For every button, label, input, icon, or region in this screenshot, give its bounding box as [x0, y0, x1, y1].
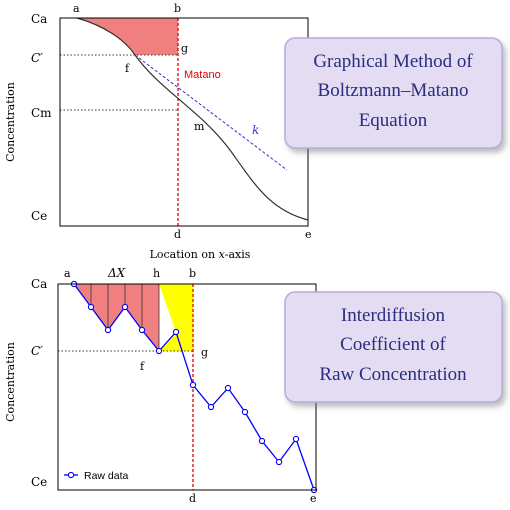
bottom-point-d: d	[189, 492, 196, 505]
top-tick-ca: Ca	[31, 12, 47, 26]
top-point-m: m	[194, 120, 205, 133]
top-tick-cm: Cm	[31, 106, 52, 120]
legend-marker-swatch	[67, 471, 75, 479]
raw-data-markers	[70, 280, 318, 494]
bottom-title-line-2: Coefficient of	[340, 334, 446, 355]
top-tick-ce: Ce	[31, 209, 47, 223]
top-title-box: Graphical Method of Boltzmann–Matano Equ…	[284, 37, 503, 149]
top-point-d: d	[174, 228, 181, 241]
top-title-line-3: Equation	[359, 110, 428, 131]
top-point-g: g	[181, 42, 188, 55]
matano-label: Matano	[184, 69, 221, 81]
bottom-tick-ce: Ce	[31, 475, 47, 489]
tangent-line-k	[134, 54, 288, 171]
x-axis-label-prefix: Location on	[150, 248, 219, 261]
legend-label: Raw data	[84, 470, 129, 482]
bottom-title-line-3: Raw Concentration	[319, 364, 467, 385]
top-title-line-2: Boltzmann–Matano	[318, 80, 469, 101]
bottom-point-f: f	[140, 360, 145, 373]
bottom-yellow-shaded-area	[159, 284, 193, 351]
top-tick-cprime: C′	[31, 51, 43, 65]
bottom-point-h: h	[153, 267, 160, 280]
bottom-title-box: Interdiffusion Coefficient of Raw Concen…	[284, 291, 503, 403]
top-point-b: b	[174, 2, 181, 15]
top-panel: Ca C′ Cm Ce Concentration a b g f m d e …	[4, 2, 503, 261]
bottom-title-line-1: Interdiffusion	[341, 305, 446, 326]
top-point-a: a	[73, 2, 80, 15]
bottom-point-a: a	[64, 267, 71, 280]
legend: Raw data	[64, 470, 129, 482]
concentration-curve	[76, 17, 309, 221]
top-point-f: f	[125, 62, 130, 75]
bottom-point-e: e	[310, 492, 317, 505]
k-label: k	[252, 123, 259, 137]
top-point-e: e	[305, 228, 312, 241]
x-axis-label-var: x	[219, 248, 226, 261]
bottom-panel: Ca C′ Ce Concentration a ΔX h b f g d e …	[4, 266, 503, 505]
bottom-y-axis-label: Concentration	[4, 342, 17, 422]
top-x-axis-label: Location on x-axis	[150, 248, 251, 261]
bottom-point-g: g	[201, 346, 208, 359]
top-title-line-1: Graphical Method of	[313, 51, 473, 72]
top-y-axis-label: Concentration	[4, 82, 17, 162]
bottom-tick-cprime: C′	[31, 344, 43, 358]
bottom-tick-ca: Ca	[31, 277, 47, 291]
delta-x-slices	[90, 284, 160, 351]
bottom-point-b: b	[189, 267, 196, 280]
x-axis-label-suffix: -axis	[225, 248, 251, 261]
delta-x-label: ΔX	[107, 266, 126, 280]
